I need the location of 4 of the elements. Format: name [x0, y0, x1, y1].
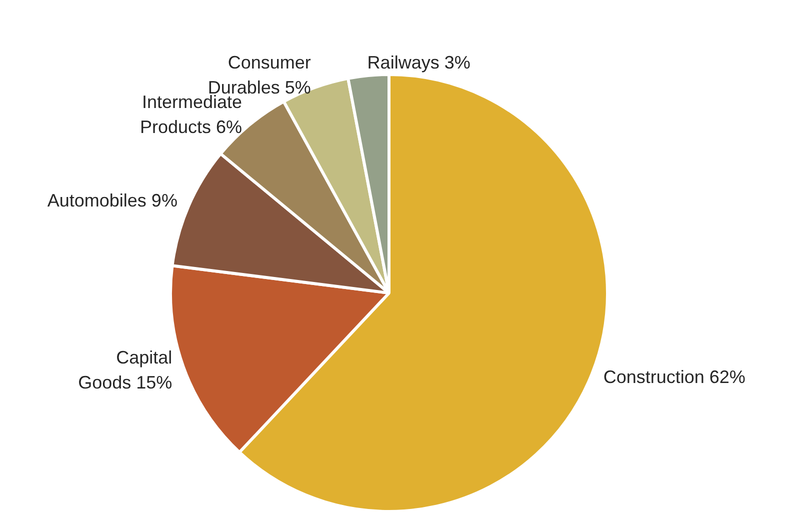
slice-label: Capital Goods 15%: [78, 348, 172, 393]
slice-label: Construction 62%: [603, 366, 746, 387]
slice-label: Railways 3%: [367, 52, 470, 72]
slice-label: Automobiles 9%: [47, 190, 178, 210]
